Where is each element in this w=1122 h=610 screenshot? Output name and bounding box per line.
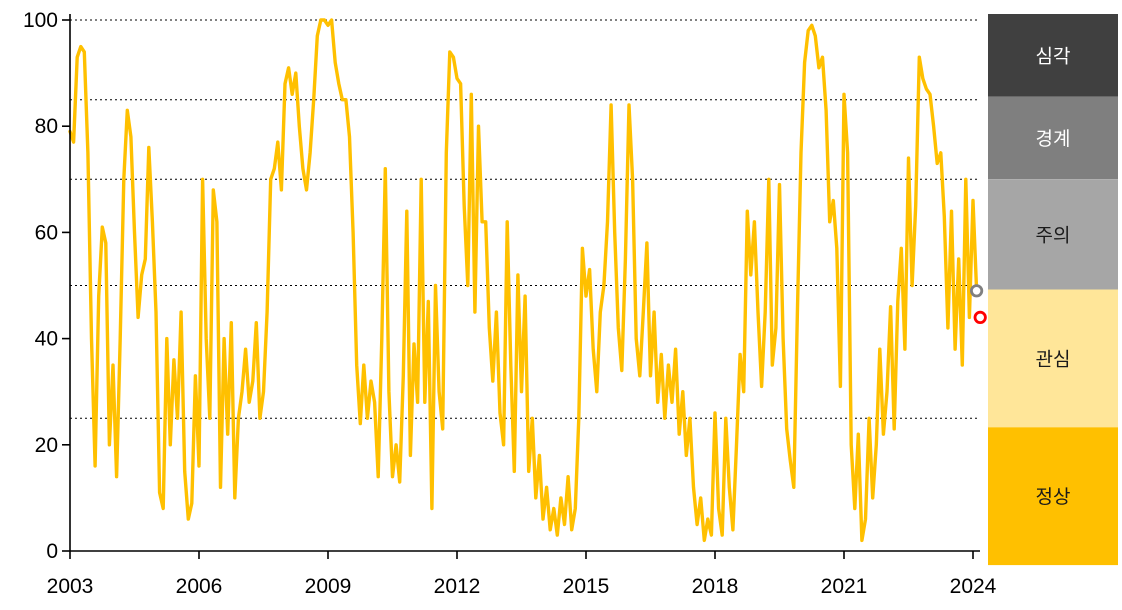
zone-band-alert (988, 96, 1118, 180)
index-line (68, 18, 979, 543)
marker-open-circle-gray (969, 284, 984, 298)
x-axis-label-2018: 2018 (692, 575, 739, 598)
x-axis-label-2021: 2021 (821, 575, 868, 598)
marker-open-circle-red (973, 310, 987, 324)
y-axis-label-40: 40 (35, 328, 58, 351)
zone-label-alert: 경계 (1036, 128, 1071, 150)
x-axis-label-2003: 2003 (47, 575, 94, 598)
index-series (68, 18, 979, 543)
y-axis-label-20: 20 (35, 434, 58, 457)
y-axis-label-60: 60 (35, 221, 58, 244)
x-axis-label-2012: 2012 (434, 575, 481, 598)
axes (62, 14, 980, 559)
zone-band-attention (988, 289, 1118, 428)
x-axis-label-2009: 2009 (305, 575, 352, 598)
axis-labels: 0 20 40 60 80 100 2003 2006 2009 2012 2015 2018 2021… (23, 9, 997, 598)
zone-label-caution: 주의 (1036, 224, 1071, 246)
y-axis-label-100: 100 (23, 9, 58, 32)
x-axis-label-2015: 2015 (563, 575, 610, 598)
zone-label-normal: 정상 (1036, 486, 1071, 508)
zone-band-normal (988, 427, 1118, 566)
zone-band-caution (988, 179, 1118, 290)
x-axis-label-2006: 2006 (176, 575, 223, 598)
zone-label-attention: 관심 (1036, 348, 1071, 370)
zone-label-severe: 심각 (1036, 45, 1071, 67)
y-axis-label-80: 80 (35, 115, 58, 138)
x-axis-label-2024: 2024 (950, 575, 997, 598)
latest-value-markers (969, 284, 987, 324)
zone-band-severe (988, 14, 1118, 97)
y-axis-label-0: 0 (46, 540, 58, 563)
